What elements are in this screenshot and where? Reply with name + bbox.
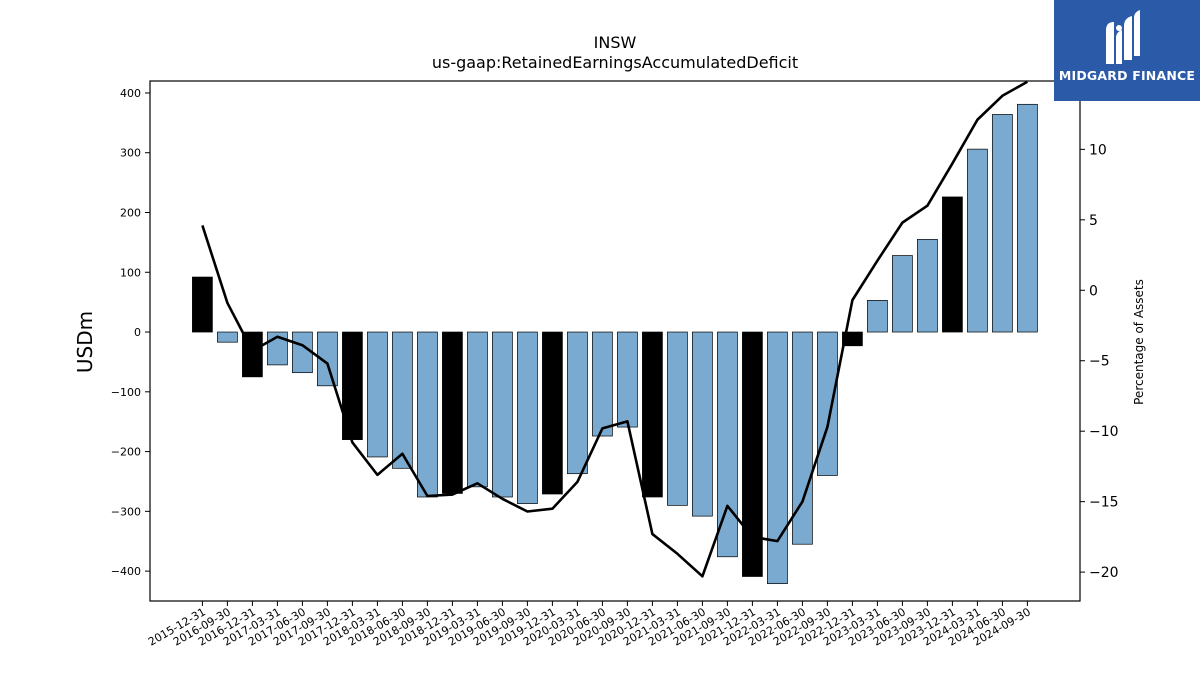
bar <box>742 331 763 577</box>
bar <box>317 331 338 387</box>
bar <box>442 331 463 494</box>
bar <box>717 331 738 558</box>
right-axis: −20−15−10−5051015 <box>1080 72 1119 581</box>
bar <box>842 331 863 347</box>
logo-text: MIDGARD FINANCE <box>1058 68 1196 83</box>
y-tick-label: 400 <box>120 87 141 100</box>
bar <box>817 331 838 476</box>
bar <box>392 331 413 469</box>
bar <box>192 276 213 333</box>
bar <box>792 331 813 545</box>
midgard-finance-logo: MIDGARD FINANCE <box>1054 0 1200 101</box>
plot-frame <box>149 80 1081 602</box>
bar <box>417 331 438 498</box>
bar <box>492 331 513 498</box>
y-axis-label: USDm <box>73 311 97 373</box>
midgard-logo-icon <box>1106 10 1140 64</box>
bar <box>667 331 688 506</box>
bar <box>642 331 663 498</box>
y-tick-label: −100 <box>111 386 141 399</box>
line-group <box>201 80 1029 578</box>
bar <box>942 196 963 333</box>
bar <box>867 300 888 333</box>
bar <box>992 114 1013 333</box>
bar <box>967 148 988 333</box>
bar <box>217 331 238 343</box>
bar <box>917 239 938 333</box>
bar <box>767 331 788 585</box>
bar <box>892 255 913 333</box>
y-tick-label: 200 <box>120 206 141 219</box>
y2-tick-label: −10 <box>1089 424 1119 440</box>
bar <box>692 331 713 517</box>
bar <box>467 331 488 488</box>
bar <box>367 331 388 458</box>
y2-tick-label: 0 <box>1089 283 1098 299</box>
bar <box>517 331 538 504</box>
y2-tick-label: −15 <box>1089 495 1119 511</box>
chart-subtitle: us-gaap:RetainedEarningsAccumulatedDefic… <box>432 53 798 72</box>
bar <box>592 331 613 437</box>
bar <box>567 331 588 475</box>
left-axis: −400 −300 −200 −100 0 100 200 300 400 <box>111 87 150 578</box>
bars-group <box>192 103 1038 585</box>
chart-title: INSW <box>594 33 637 52</box>
y-tick-label: 100 <box>120 266 141 279</box>
y2-tick-label: 5 <box>1089 213 1098 229</box>
bar <box>1017 103 1038 333</box>
y-tick-label: −200 <box>111 446 141 459</box>
y-tick-label: −400 <box>111 565 141 578</box>
y2-tick-label: −20 <box>1089 565 1119 581</box>
y2-tick-label: −5 <box>1089 354 1110 370</box>
bar <box>292 331 313 374</box>
line-series <box>201 80 1029 578</box>
y2-axis-label: Percentage of Assets <box>1132 279 1146 405</box>
y-tick-label: 0 <box>134 326 141 339</box>
bar <box>542 331 563 495</box>
x-axis: 2015-12-312016-09-302016-12-312017-03-31… <box>146 601 1033 649</box>
y-tick-label: −300 <box>111 505 141 518</box>
y2-tick-label: 10 <box>1089 142 1107 158</box>
bar <box>617 331 638 428</box>
y-tick-label: 300 <box>120 147 141 160</box>
